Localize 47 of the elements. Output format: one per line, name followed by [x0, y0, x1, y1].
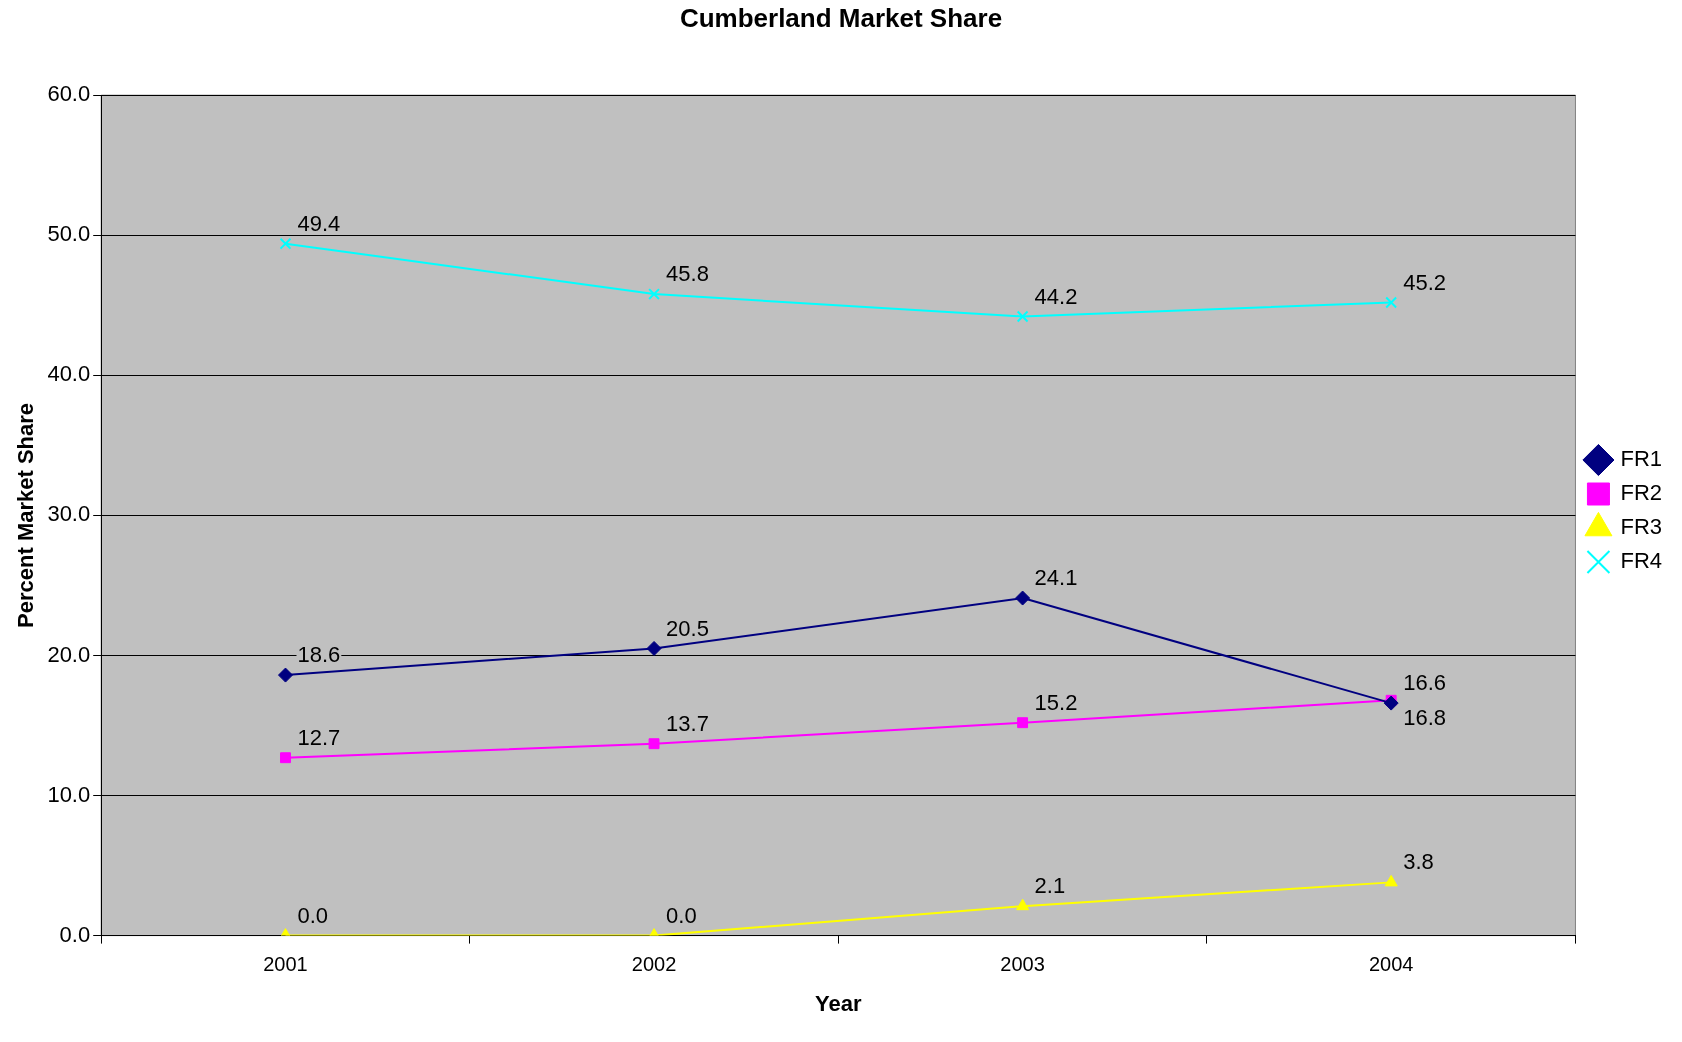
point	[279, 237, 292, 250]
x-tick-label: 2002	[631, 953, 677, 976]
x-tick-label: 2003	[1000, 953, 1045, 976]
y-tick-label: 50.0	[47, 221, 91, 247]
point	[1383, 695, 1399, 711]
point	[1015, 590, 1031, 606]
data-label: 0.0	[666, 902, 697, 928]
data-label: 15.2	[1034, 689, 1078, 715]
point	[278, 667, 293, 683]
chart-title: Cumberland Market Share	[679, 2, 1003, 33]
legend-label: FR4	[1620, 548, 1662, 574]
x-tick-label: 2004	[1368, 953, 1414, 976]
data-label: 16.6	[1403, 670, 1446, 696]
legend-label: FR2	[1620, 480, 1662, 506]
y-tick-label: 60.0	[47, 81, 91, 107]
y-tick-label: 10.0	[47, 781, 91, 807]
x-tick-label: 2001	[263, 953, 308, 976]
data-label: 18.6	[297, 642, 341, 668]
data-label: 13.7	[666, 710, 709, 736]
y-axis-title: Percent Market Share	[13, 402, 39, 628]
data-label: 3.8	[1403, 849, 1434, 875]
point	[1016, 310, 1029, 323]
y-tick-label: 40.0	[47, 361, 91, 387]
point	[648, 288, 660, 301]
y-tick-label: 0.0	[59, 921, 91, 947]
point	[280, 752, 291, 764]
point	[1385, 296, 1398, 309]
point	[1384, 874, 1398, 887]
data-label: 12.7	[297, 724, 341, 750]
y-tick-label: 30.0	[47, 501, 91, 527]
point	[646, 640, 662, 656]
data-label: 20.5	[666, 615, 709, 641]
y-tick-label: 20.0	[47, 641, 91, 667]
data-label: 45.2	[1403, 269, 1446, 295]
point	[1017, 717, 1029, 729]
point	[648, 738, 660, 750]
data-label: 24.1	[1034, 565, 1078, 591]
legend-label: FR1	[1620, 446, 1662, 472]
data-label: 0.0	[297, 902, 329, 928]
data-label: 45.8	[666, 261, 709, 287]
legend-label: FR3	[1620, 514, 1662, 540]
point	[1016, 898, 1030, 911]
data-label: 2.1	[1034, 873, 1066, 899]
data-label: 49.4	[297, 210, 341, 236]
x-axis-title: Year	[815, 990, 863, 1016]
data-label: 44.2	[1034, 283, 1078, 309]
data-label: 16.8	[1403, 705, 1446, 731]
